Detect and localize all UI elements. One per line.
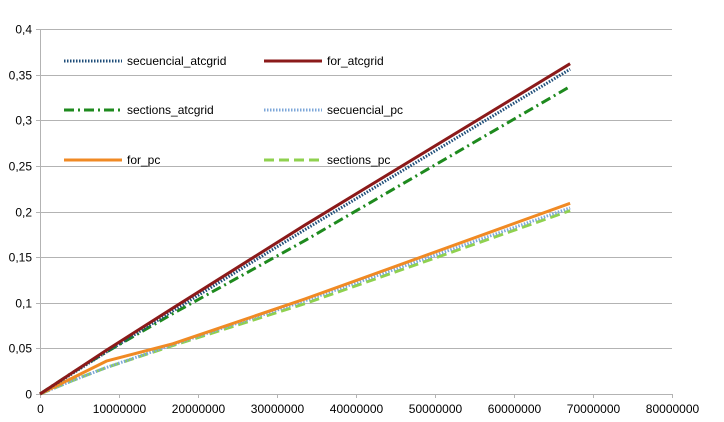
x-tick-label: 80000000 [646, 402, 700, 416]
y-tick-label: 0,4 [15, 23, 32, 37]
x-tick-label: 70000000 [567, 402, 621, 416]
x-tick-label: 60000000 [488, 402, 542, 416]
x-tick-label: 40000000 [330, 402, 384, 416]
y-tick-label: 0,05 [9, 342, 33, 356]
y-tick-label: 0,25 [9, 160, 33, 174]
y-tick-label: 0,15 [9, 251, 33, 265]
x-tick-labels: 0 10000000 20000000 30000000 40000000 5000000… [37, 402, 699, 416]
series-lines [39, 62, 571, 396]
x-tick-label: 0 [37, 402, 44, 416]
legend-label-for-pc: for_pc [127, 153, 160, 167]
legend-label-for-atcgrid: for_atcgrid [327, 54, 384, 68]
legend-label-sections-pc: sections_pc [327, 153, 390, 167]
series-line-for-pc [39, 201, 571, 396]
series-line-secuencial-atcgrid [39, 67, 571, 396]
x-tick-label: 10000000 [93, 402, 147, 416]
legend-label-secuencial-pc: secuencial_pc [327, 103, 403, 117]
x-tick-label: 50000000 [409, 402, 463, 416]
y-tick-label: 0,3 [15, 114, 32, 128]
x-tick-label: 30000000 [251, 402, 305, 416]
series-line-sections-pc [39, 209, 571, 396]
axes [36, 29, 673, 398]
y-tick-label: 0 [25, 388, 32, 402]
legend: secuencial_atcgrid for_atcgrid sections_at… [64, 54, 403, 167]
series-line-secuencial-pc [39, 206, 571, 396]
grid-lines [40, 29, 672, 349]
legend-label-sections-atcgrid: sections_atcgrid [127, 103, 214, 117]
series-line-for-atcgrid [39, 62, 571, 396]
y-tick-label: 0,2 [15, 206, 32, 220]
y-tick-label: 0,35 [9, 69, 33, 83]
series-line-sections-atcgrid [39, 85, 571, 396]
y-tick-label: 0,1 [15, 297, 32, 311]
y-tick-labels: 0 0,05 0,1 0,15 0,2 0,25 0,3 0,35 0,4 [9, 23, 33, 402]
x-tick-label: 20000000 [172, 402, 226, 416]
legend-label-secuencial-atcgrid: secuencial_atcgrid [127, 54, 226, 68]
